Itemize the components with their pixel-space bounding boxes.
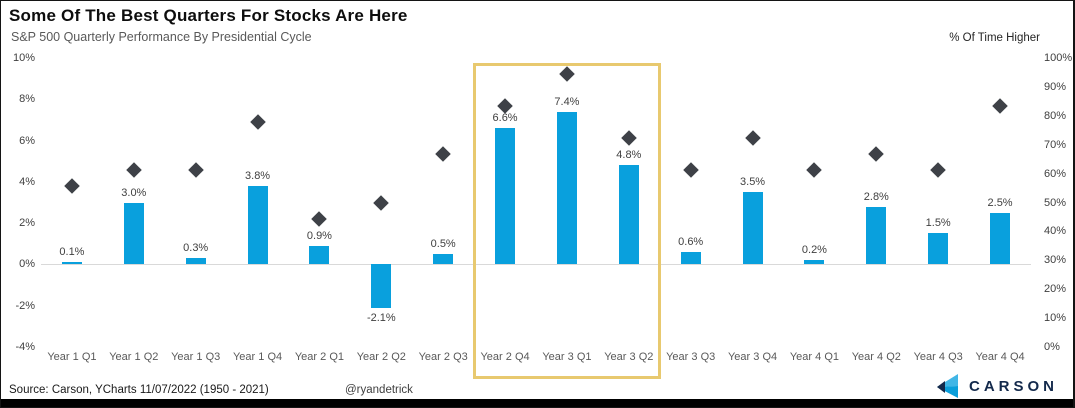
right-axis-tick: 10% [1044,312,1067,325]
source-note: Source: Carson, YCharts 11/07/2022 (1950… [9,384,269,396]
bar-value-label: 3.0% [121,186,147,199]
chart-subtitle: S&P 500 Quarterly Performance By Preside… [11,30,312,44]
right-axis-tick: 80% [1044,109,1067,122]
pct-time-higher-marker [744,130,761,147]
carson-brand-label: CARSON [968,377,1058,395]
zero-baseline [41,264,1031,265]
bar-value-label: 7.4% [554,95,580,108]
pct-time-higher-marker [806,162,823,179]
bottom-border-bar [1,399,1073,407]
pct-time-higher-marker [682,162,699,179]
left-axis-tick: 0% [19,258,35,271]
bar-year-2-q4 [495,128,516,265]
bar-value-label: 0.2% [801,244,827,257]
x-axis-category-label: Year 1 Q2 [109,351,159,363]
right-axis-tick: 30% [1044,254,1067,267]
pct-time-higher-marker [992,98,1008,115]
twitter-handle: @ryandetrick [345,384,413,396]
bar-year-4-q4 [990,212,1011,265]
highlight-box [473,63,661,379]
bar-year-3-q3 [680,252,701,265]
x-axis-category-label: Year 2 Q1 [294,351,344,363]
left-axis-tick: 10% [12,52,35,64]
right-axis-tick: 70% [1044,138,1067,151]
bar-value-label: 0.3% [183,242,209,255]
right-axis-tick: 0% [1044,341,1060,353]
right-axis-tick: 90% [1044,80,1067,93]
bar-value-label: 0.1% [59,246,85,259]
pct-time-higher-marker [435,146,451,163]
left-axis-tick: 6% [19,134,35,147]
pct-time-higher-marker [187,162,204,179]
x-axis-category-label: Year 4 Q2 [851,351,901,363]
right-axis-title: % Of Time Higher [949,32,1040,44]
pct-time-higher-marker [311,210,328,227]
bar-year-1-q3 [185,258,206,265]
bar-year-1-q2 [123,202,144,265]
bar-year-2-q3 [433,254,454,265]
bar-value-label: 2.5% [987,196,1013,209]
right-axis-tick: 60% [1044,167,1067,180]
pct-time-higher-marker [64,178,80,195]
x-axis-category-label: Year 2 Q2 [356,351,406,363]
left-axis-tick: 4% [19,175,35,188]
left-axis-tick: 2% [19,217,35,230]
right-axis-tick: 50% [1044,196,1067,209]
bar-value-label: 1.5% [925,217,951,230]
right-axis-tick: 100% [1044,52,1073,64]
x-axis-category-label: Year 2 Q4 [480,351,530,363]
bar-year-1-q4 [247,185,268,265]
x-axis-category-label: Year 1 Q3 [171,351,221,363]
x-axis-category-label: Year 3 Q4 [727,351,778,363]
bar-year-1-q1 [61,262,82,265]
x-axis-category-label: Year 3 Q3 [666,351,716,363]
bar-value-label: 0.6% [678,236,704,249]
left-axis-tick: 8% [19,93,35,106]
x-axis-category-label: Year 3 Q1 [542,351,592,363]
bar-year-3-q1 [556,111,577,265]
bar-year-2-q1 [309,245,330,265]
bar-value-label: 0.5% [430,238,456,251]
bar-year-3-q4 [742,192,763,265]
x-axis-category-label: Year 3 Q2 [604,351,654,363]
left-axis-tick: -4% [15,341,35,353]
bar-value-label: 6.6% [492,112,518,125]
bar-value-label: 4.8% [616,149,642,162]
bar-year-4-q3 [928,233,949,265]
bar-year-4-q1 [804,260,825,265]
x-axis-category-label: Year 1 Q1 [47,351,97,363]
chart-title: Some Of The Best Quarters For Stocks Are… [9,6,408,25]
right-axis-tick: 20% [1044,283,1067,296]
bar-year-2-q2 [371,264,392,308]
pct-time-higher-marker [249,114,266,130]
right-axis-tick: 40% [1044,225,1067,238]
bar-value-label: 3.5% [740,176,766,189]
pct-time-higher-marker [373,194,390,211]
pct-time-higher-marker [126,162,142,179]
x-axis-category-label: Year 4 Q3 [913,351,963,363]
bar-value-label: 0.9% [306,229,332,242]
bar-value-label: -2.1% [366,311,396,324]
x-axis-category-label: Year 4 Q4 [975,351,1025,363]
carson-logo-icon [934,373,960,399]
carson-brand: CARSON [934,373,1058,399]
bar-year-3-q2 [618,165,639,265]
bar-value-label: 3.8% [245,169,271,182]
pct-time-higher-marker [868,146,885,163]
x-axis-category-label: Year 2 Q3 [418,351,468,363]
bar-value-label: 2.8% [863,190,889,203]
left-axis-tick: -2% [15,299,35,312]
pct-time-higher-marker [930,162,946,179]
bar-year-4-q2 [866,206,887,265]
x-axis-category-label: Year 4 Q1 [789,351,839,363]
x-axis-category-label: Year 1 Q4 [232,351,283,363]
